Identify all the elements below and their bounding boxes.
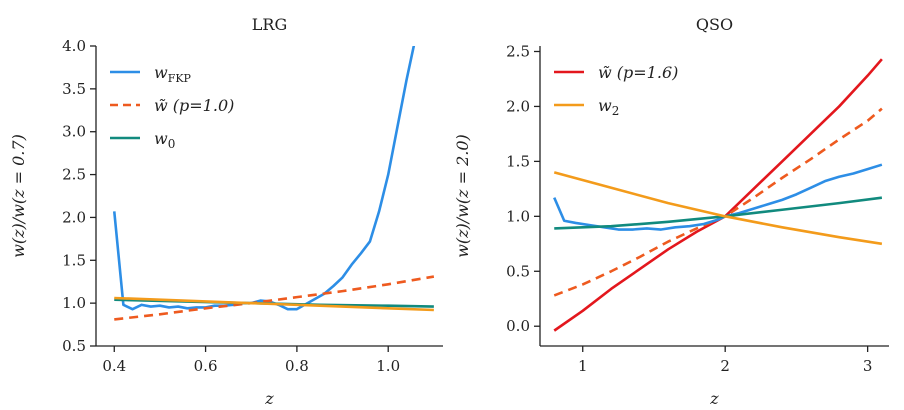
x-axis-label: z <box>264 389 274 408</box>
series-line-w2 <box>114 296 434 312</box>
series-group <box>553 58 883 332</box>
y-tick-label: 0.5 <box>62 337 86 355</box>
chart-panel-lrg: 0.4 0.6 0.8 1.0 0.5 1.0 1.5 2.0 2.5 3.0 3.5 4.0 LRG z… <box>9 15 443 408</box>
x-axis-label: z <box>709 389 719 408</box>
legend-label: w̃ (p=1.0) <box>154 96 234 115</box>
legend-label: w2 <box>598 96 619 118</box>
legend-label: wFKP <box>154 63 192 85</box>
y-tick-label: 3.5 <box>62 80 86 98</box>
y-tick-label: 2.0 <box>506 97 530 115</box>
chart-title: QSO <box>696 15 733 34</box>
x-tick-label: 0.6 <box>194 357 218 375</box>
x-tick-label: 3 <box>863 357 873 375</box>
series-group <box>112 46 435 321</box>
x-tick-label: 1.0 <box>376 357 400 375</box>
chart-panel-qso: 1 2 3 0.0 0.5 1.0 1.5 2.0 2.5 QSO z w(z)/w(z = 2.0)… <box>453 15 889 408</box>
y-tick-label: 2.5 <box>62 166 86 184</box>
y-axis-label: w(z)/w(z = 0.7) <box>9 134 28 258</box>
x-tick-label: 1 <box>578 357 588 375</box>
x-tick-label: 0.4 <box>102 357 126 375</box>
y-tick-label: 4.0 <box>62 37 86 55</box>
legend: wFKP w̃ (p=1.0) w0 <box>110 63 234 151</box>
x-tick-label: 0.8 <box>285 357 309 375</box>
y-tick-label: 2.0 <box>62 208 86 226</box>
y-tick-label: 0.0 <box>506 317 530 335</box>
chart-title: LRG <box>252 15 287 34</box>
legend-label: w̃ (p=1.6) <box>598 63 678 82</box>
y-tick-label: 1.5 <box>506 152 530 170</box>
x-tick-label: 2 <box>720 357 730 375</box>
y-tick-label: 1.0 <box>506 207 530 225</box>
series-line-w_tilde_p1.0 <box>114 275 435 321</box>
series-line-w0 <box>554 196 883 230</box>
y-tick-label: 1.5 <box>62 251 86 269</box>
series-line-w2 <box>553 171 883 246</box>
legend: w̃ (p=1.6) w2 <box>554 63 678 118</box>
series-line-w_tilde_dashed <box>553 107 883 297</box>
legend-label: w0 <box>154 129 175 151</box>
y-tick-label: 2.5 <box>506 42 530 60</box>
y-axis-label: w(z)/w(z = 2.0) <box>453 134 472 258</box>
y-tick-label: 0.5 <box>506 262 530 280</box>
y-tick-label: 3.0 <box>62 123 86 141</box>
series-line-wFKP <box>553 163 883 231</box>
y-tick-label: 1.0 <box>62 294 86 312</box>
